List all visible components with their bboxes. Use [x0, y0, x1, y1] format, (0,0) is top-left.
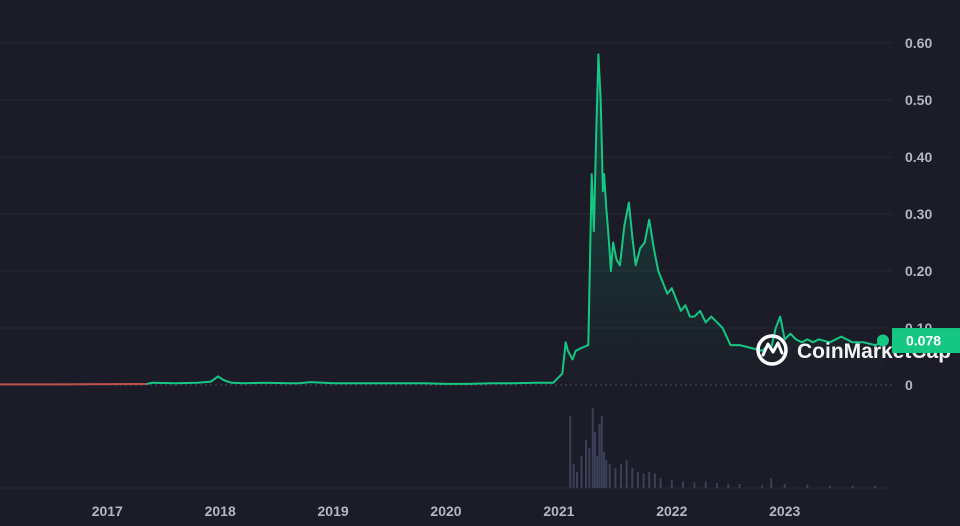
x-tick-label: 2019 — [318, 503, 349, 519]
volume-bar — [738, 484, 741, 488]
volume-bar — [625, 460, 628, 488]
volume-bar — [608, 464, 611, 488]
volume-bar — [648, 472, 651, 488]
volume-bar — [659, 478, 662, 488]
price-line-group[interactable] — [0, 53, 884, 386]
volume-bar — [770, 478, 773, 488]
volume-bar — [605, 460, 608, 488]
volume-bar — [828, 485, 831, 488]
volume-bar — [693, 482, 696, 488]
y-tick-label: 0.20 — [905, 263, 932, 279]
y-tick-label: 0 — [905, 377, 913, 393]
x-axis-ticks: 2017 2018 2019 2020 2021 2022 2023 — [92, 503, 801, 519]
volume-bar — [591, 408, 594, 488]
volume-bar — [636, 472, 639, 488]
price-area-fill — [146, 54, 884, 386]
grid-lines — [0, 42, 892, 489]
volume-bar — [715, 483, 718, 488]
price-tag-label: 0.078 — [906, 333, 941, 349]
y-tick-label: 0.60 — [905, 35, 932, 51]
current-price-dot[interactable] — [876, 334, 889, 347]
volume-bar — [631, 468, 634, 488]
y-tick-label: 0.40 — [905, 149, 932, 165]
volume-bar — [761, 484, 764, 488]
y-tick-label: 0.30 — [905, 206, 932, 222]
volume-bar — [682, 481, 685, 488]
current-price-tag: 0.078 — [892, 328, 960, 354]
price-area — [146, 54, 884, 386]
volume-bar — [598, 424, 601, 488]
volume-bar — [851, 485, 854, 488]
volume-bar — [704, 481, 707, 488]
volume-bar — [580, 456, 583, 488]
volume-bar — [596, 456, 599, 488]
x-tick-label: 2017 — [92, 503, 123, 519]
coinmarketcap-logo-icon — [756, 334, 788, 366]
x-tick-label: 2021 — [543, 503, 574, 519]
volume-bar — [588, 448, 591, 488]
x-tick-label: 2020 — [430, 503, 461, 519]
volume-bar — [874, 485, 877, 488]
volume-bar — [585, 440, 588, 488]
volume-bar — [653, 473, 656, 488]
volume-bar — [642, 473, 645, 488]
y-tick-label: 0.50 — [905, 92, 932, 108]
volume-bar — [600, 416, 603, 488]
volume-bar — [806, 484, 809, 488]
volume-bar — [594, 432, 597, 488]
x-tick-label: 2023 — [769, 503, 800, 519]
volume-bar — [572, 464, 575, 488]
volume-bars — [569, 408, 877, 488]
price-tag-background — [892, 328, 960, 354]
x-tick-label: 2022 — [656, 503, 687, 519]
volume-bar — [603, 452, 606, 488]
volume-bar — [620, 464, 623, 488]
volume-bar — [575, 472, 578, 488]
volume-bar — [670, 480, 673, 488]
x-tick-label: 2018 — [205, 503, 236, 519]
volume-bar — [614, 468, 617, 488]
price-line[interactable] — [146, 53, 884, 385]
volume-bar — [569, 416, 572, 488]
volume-bar — [727, 484, 730, 488]
volume-bar — [783, 484, 786, 488]
